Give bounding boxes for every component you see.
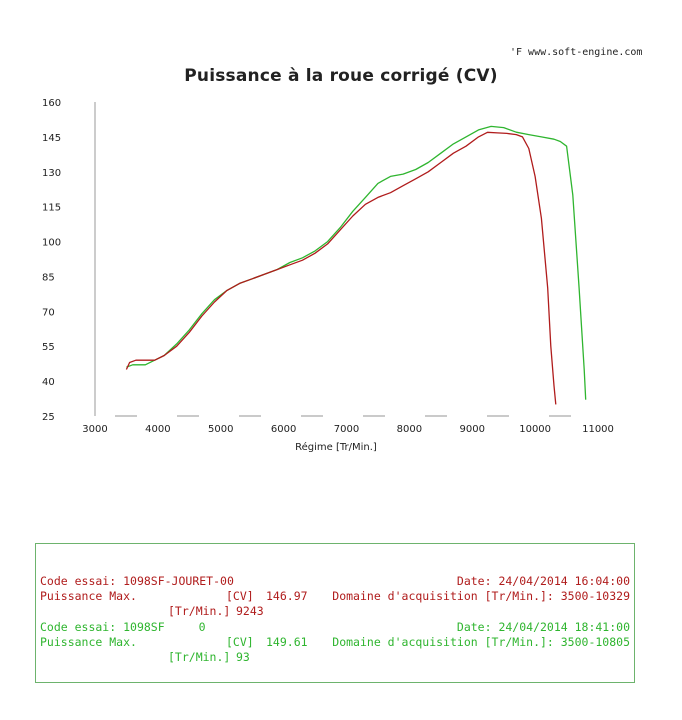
test1-date: Date: 24/04/2014 16:04:00 [456,574,630,588]
test1-code-row: Code essai: 1098SF-JOURET-00 Date: 24/04… [40,574,630,589]
y-tick-label: 100 [42,238,61,249]
y-tick-label: 55 [42,342,55,353]
power-chart: 25 40 55 70 85 100 115 130 145 160 3000 4000 5000 60… [42,98,614,453]
test1-power-value: 146.97 [266,589,308,603]
x-axis-label: Régime [Tr/Min.] [295,441,377,453]
x-tick-labels: 3000 4000 5000 6000 7000 8000 9000 10000 11000 [82,424,614,435]
test2-code-label: Code essai: [40,620,124,634]
x-tick-label: 4000 [145,424,170,435]
y-tick-label: 160 [42,98,61,109]
x-tick-label: 9000 [460,424,485,435]
test2-code-suffix: 0 [198,620,206,634]
y-tick-labels: 25 40 55 70 85 100 115 130 145 160 [42,98,61,423]
series-line-test1 [125,131,557,405]
x-tick-label: 10000 [519,424,551,435]
series-lines [125,125,587,405]
test2-rpm-unit: [Tr/Min.] [168,650,231,664]
test2-date: Date: 24/04/2014 18:41:00 [456,620,630,634]
y-tick-label: 115 [42,203,61,214]
y-tick-label: 25 [42,412,55,423]
y-tick-label: 145 [42,133,61,144]
series-line-test2 [126,125,587,400]
chart-title: Puissance à la roue corrigé (CV) [184,66,498,86]
y-tick-label: 40 [42,377,55,388]
test2-rpm-value: 93 [236,650,250,664]
test1-rpm-row: [Tr/Min.] 9243 [40,604,630,619]
test1-power-unit: [CV] [226,589,254,603]
test1-code-value: 1098SF-JOURET-00 [123,574,234,588]
test1-domain: Domaine d'acquisition [Tr/Min.]: 3500-10… [332,589,630,603]
y-tick-label: 70 [42,307,55,318]
test-info-panel: Code essai: 1098SF-JOURET-00 Date: 24/04… [35,543,635,683]
x-tick-label: 6000 [271,424,296,435]
y-tick-label: 130 [42,168,61,179]
test2-code-value: 1098SF [123,620,165,634]
x-tick-label: 5000 [208,424,233,435]
test1-power-row: Puissance Max. [CV] 146.97 Domaine d'acq… [40,589,630,604]
test2-domain: Domaine d'acquisition [Tr/Min.]: 3500-10… [332,635,630,649]
test2-power-unit: [CV] [226,635,254,649]
x-tick-label: 11000 [582,424,614,435]
test1-power-label: Puissance Max. [40,589,137,603]
test2-code-row: Code essai: 1098SF 0 Date: 24/04/2014 18:… [40,620,630,635]
test2-power-label: Puissance Max. [40,635,137,649]
test1-rpm-unit: [Tr/Min.] [168,604,231,618]
test1-rpm-value: 9243 [236,604,264,618]
x-tick-label: 7000 [334,424,359,435]
watermark-url: 'F www.soft-engine.com [510,47,643,58]
x-tick-label: 8000 [397,424,422,435]
test2-power-value: 149.61 [266,635,308,649]
test1-code-label: Code essai: [40,574,124,588]
y-tick-label: 85 [42,272,55,283]
x-tick-label: 3000 [82,424,107,435]
test2-rpm-row: [Tr/Min.] 93 [40,650,630,665]
test2-power-row: Puissance Max. [CV] 149.61 Domaine d'acq… [40,635,630,650]
